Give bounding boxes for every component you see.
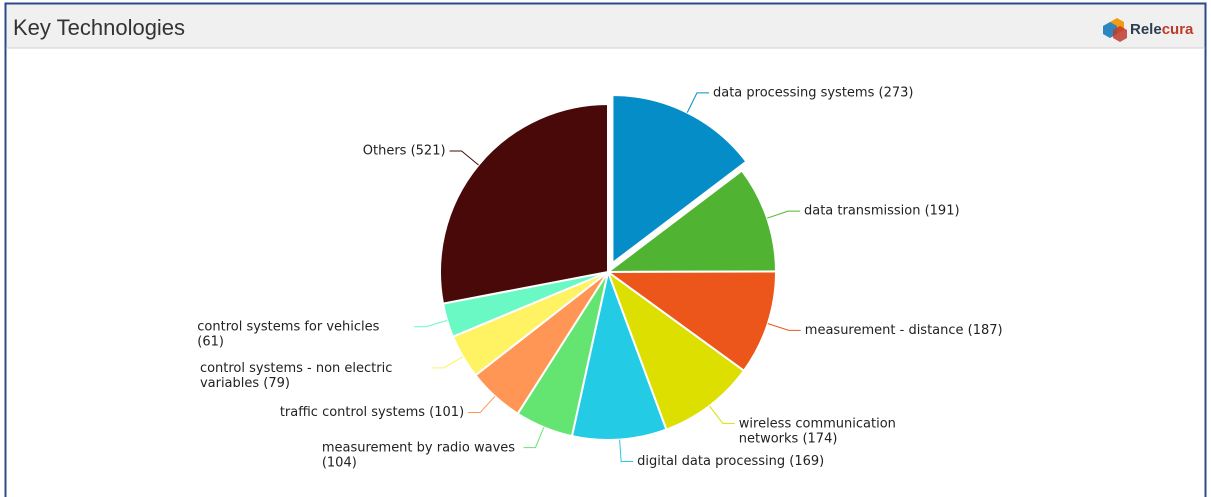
data-label: digital data processing (169): [637, 454, 824, 469]
label-connector: [414, 319, 448, 328]
label-connector: [767, 323, 801, 331]
label-line: (61): [197, 334, 224, 349]
label-connector: [709, 405, 735, 424]
logo-part: Rele: [1130, 21, 1162, 38]
label-line: variables (79): [200, 375, 290, 390]
data-label: data processing systems (273): [713, 85, 913, 100]
logo-icon: [1103, 18, 1127, 42]
pie-slice: [611, 94, 748, 266]
label-line: control systems - non electric: [200, 360, 392, 375]
data-label: wireless communication networks (174): [739, 416, 896, 446]
data-label: Others (521): [363, 143, 446, 158]
label-connector: [468, 395, 496, 414]
label-line: control systems for vehicles: [197, 319, 379, 334]
label-connector: [686, 92, 709, 113]
label-connector: [449, 150, 479, 166]
label-line: networks (174): [739, 431, 838, 446]
label-line: measurement by radio waves: [322, 440, 515, 455]
data-label: measurement by radio waves (104): [322, 440, 515, 470]
panel-title: Key Technologies: [13, 15, 185, 40]
label-line: (104): [322, 455, 357, 470]
logo-text: Relecura: [1130, 21, 1194, 38]
label-line: wireless communication: [739, 416, 896, 431]
label-connector: [619, 439, 634, 463]
data-label: measurement - distance (187): [805, 323, 1003, 338]
label-connector: [431, 356, 464, 369]
pie-slice: [570, 268, 668, 441]
data-label: control systems - non electric variables …: [200, 360, 392, 390]
logo-part: cura: [1162, 21, 1194, 38]
data-label: data transmission (191): [804, 204, 960, 219]
data-label: control systems for vehicles (61): [197, 319, 379, 349]
label-connector: [766, 210, 800, 219]
data-label: traffic control systems (101): [280, 405, 464, 420]
pie-slice: [605, 269, 746, 431]
pie-slice: [605, 169, 778, 274]
label-connector: [523, 427, 545, 449]
header-bar: [6, 4, 1205, 48]
